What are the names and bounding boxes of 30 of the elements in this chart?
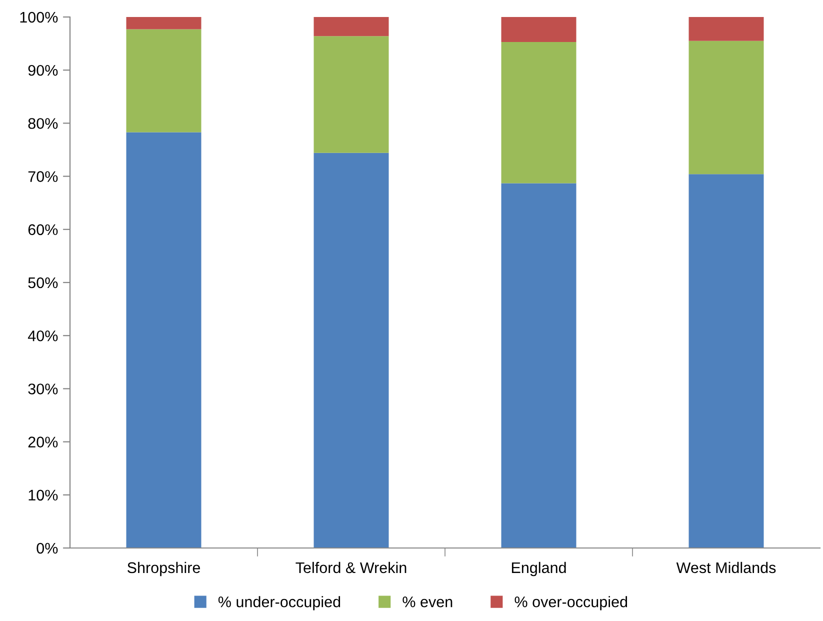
bar — [126, 132, 202, 548]
bar — [688, 174, 764, 548]
y-tick-label: 40% — [28, 330, 58, 342]
bar — [314, 152, 389, 548]
bar — [501, 42, 576, 184]
bar — [688, 40, 764, 174]
y-tick-label: 10% — [28, 490, 58, 501]
y-tick-label: 80% — [28, 118, 58, 129]
x-tick-label: England — [512, 562, 566, 576]
bar — [314, 17, 389, 36]
y-tick-label: 60% — [28, 224, 58, 236]
y-tick-label: 100% — [20, 12, 58, 23]
y-tick-label: 0% — [36, 542, 58, 554]
legend-label: % under-occupied — [218, 596, 340, 610]
y-tick-label: 30% — [28, 384, 58, 394]
y-tick-label: 20% — [28, 436, 58, 448]
y-tick-label: 90% — [28, 64, 58, 76]
legend-label: % over-occupied — [514, 596, 628, 610]
bar — [501, 183, 576, 548]
bar — [688, 17, 764, 41]
bar — [126, 17, 202, 30]
bar — [501, 17, 576, 42]
bar — [314, 36, 389, 153]
x-tick-label: Shropshire — [128, 562, 200, 576]
legend-label: % even — [402, 596, 452, 608]
x-tick-label: West Midlands — [676, 562, 776, 574]
bar — [126, 29, 202, 132]
y-tick-label: 50% — [28, 277, 58, 288]
x-tick-label: Telford & Wrekin — [296, 562, 406, 574]
y-tick-label: 70% — [28, 171, 58, 182]
